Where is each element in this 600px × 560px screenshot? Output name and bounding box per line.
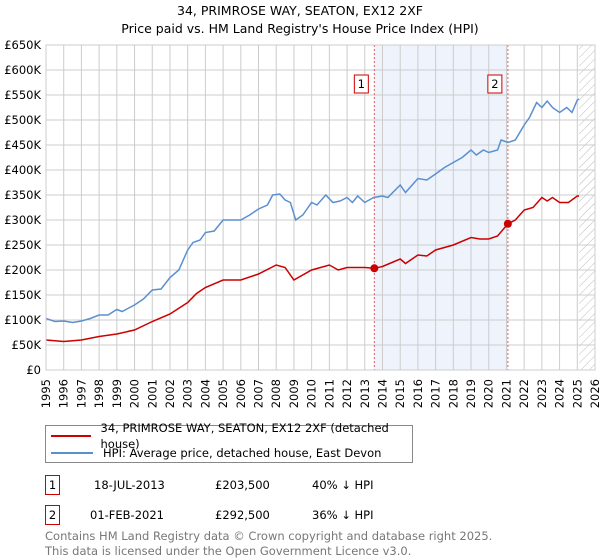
x-tick-label: 2004 (198, 379, 212, 408)
x-tick-label: 2014 (375, 379, 389, 408)
sale-marker-label: 2 (491, 77, 498, 91)
x-tick-label: 2006 (234, 379, 248, 408)
y-tick-label: £0 (26, 363, 41, 377)
sale-marker-badge (487, 74, 503, 94)
y-tick-label: £650K (4, 38, 41, 52)
hpi-line (45, 98, 580, 324)
footer-copyright: Contains HM Land Registry data © Crown c… (45, 529, 493, 543)
x-tick-label: 1996 (57, 379, 71, 408)
x-tick-label: 2010 (305, 379, 319, 408)
y-tick-label: £150K (4, 288, 41, 302)
legend-row-property: 34, PRIMROSE WAY, SEATON, EX12 2XF (deta… (46, 421, 412, 451)
x-tick-label: 2016 (411, 379, 425, 408)
x-tick-label: 2005 (216, 379, 230, 408)
x-tick-label: 2012 (340, 379, 354, 408)
x-tick-label: 2026 (588, 379, 600, 408)
x-tick-label: 1995 (39, 379, 53, 408)
footer-licence: This data is licensed under the Open Gov… (45, 544, 412, 558)
x-tick-label: 2002 (163, 379, 177, 408)
y-tick-label: £200K (4, 263, 41, 277)
transaction-date: 18-JUL-2013 (94, 478, 165, 492)
x-tick-label: 2019 (464, 379, 478, 408)
transaction-row: 1 18-JUL-2013 £203,500 40% ↓ HPI (45, 475, 445, 495)
x-tick-label: 2024 (553, 379, 567, 408)
legend-row-hpi: HPI: Average price, detached house, East… (46, 445, 381, 461)
y-tick-label: £250K (4, 238, 41, 252)
transaction-price: £203,500 (215, 478, 270, 492)
transaction-badge: 2 (45, 505, 60, 525)
x-tick-label: 1999 (110, 379, 124, 408)
legend-label-hpi: HPI: Average price, detached house, East… (103, 446, 382, 460)
y-tick-label: £300K (4, 213, 41, 227)
y-tick-label: £50K (12, 338, 42, 352)
highlight-period (374, 45, 508, 370)
x-tick-label: 2013 (358, 379, 372, 408)
transaction-price: £292,500 (215, 508, 270, 522)
sale-point (503, 219, 512, 228)
transaction-hpi: 36% ↓ HPI (312, 508, 374, 522)
x-tick-label: 2017 (429, 379, 443, 408)
x-tick-label: 2023 (535, 379, 549, 408)
x-tick-label: 1997 (74, 379, 88, 408)
legend-red-line (51, 435, 91, 437)
x-tick-label: 2000 (128, 379, 142, 408)
sale-marker-badge (353, 74, 369, 94)
chart-title: 34, PRIMROSE WAY, SEATON, EX12 2XF (177, 3, 423, 18)
x-tick-label: 2015 (393, 379, 407, 408)
y-tick-label: £350K (4, 188, 41, 202)
forecast-hatch (579, 45, 595, 370)
plot-frame (45, 44, 596, 371)
x-tick-label: 2011 (322, 379, 336, 408)
x-tick-label: 2008 (269, 379, 283, 408)
x-tick-label: 2025 (570, 379, 584, 408)
transaction-date: 01-FEB-2021 (90, 508, 164, 522)
x-tick-label: 2022 (517, 379, 531, 408)
y-tick-label: £500K (4, 113, 41, 127)
x-tick-label: 2003 (181, 379, 195, 408)
legend: 34, PRIMROSE WAY, SEATON, EX12 2XF (deta… (45, 421, 413, 463)
y-tick-label: £450K (4, 138, 41, 152)
y-tick-label: £550K (4, 88, 41, 102)
legend-blue-line (51, 452, 93, 454)
price-chart: 1995 1996 1997 1998 1999 2000 2001 2002 2003 2004… (4, 38, 600, 408)
y-tick-label: £600K (4, 63, 41, 77)
transaction-badge: 1 (45, 475, 60, 495)
y-tick-label: £100K (4, 313, 41, 327)
sale-marker-label: 1 (358, 77, 365, 91)
transaction-row: 2 01-FEB-2021 £292,500 36% ↓ HPI (45, 505, 445, 525)
y-tick-label: £400K (4, 163, 41, 177)
legend-label-property: 34, PRIMROSE WAY, SEATON, EX12 2XF (deta… (100, 421, 389, 451)
x-tick-label: 2009 (287, 379, 301, 408)
x-tick-label: 1998 (92, 379, 106, 408)
transaction-hpi: 40% ↓ HPI (312, 478, 374, 492)
x-tick-label: 2001 (145, 379, 159, 408)
chart-subtitle: Price paid vs. HM Land Registry's House … (121, 21, 479, 36)
x-tick-label: 2018 (446, 379, 460, 408)
x-tick-label: 2020 (482, 379, 496, 408)
x-tick-label: 2007 (252, 379, 266, 408)
x-tick-label: 2021 (499, 379, 513, 408)
sale-point (370, 264, 379, 273)
